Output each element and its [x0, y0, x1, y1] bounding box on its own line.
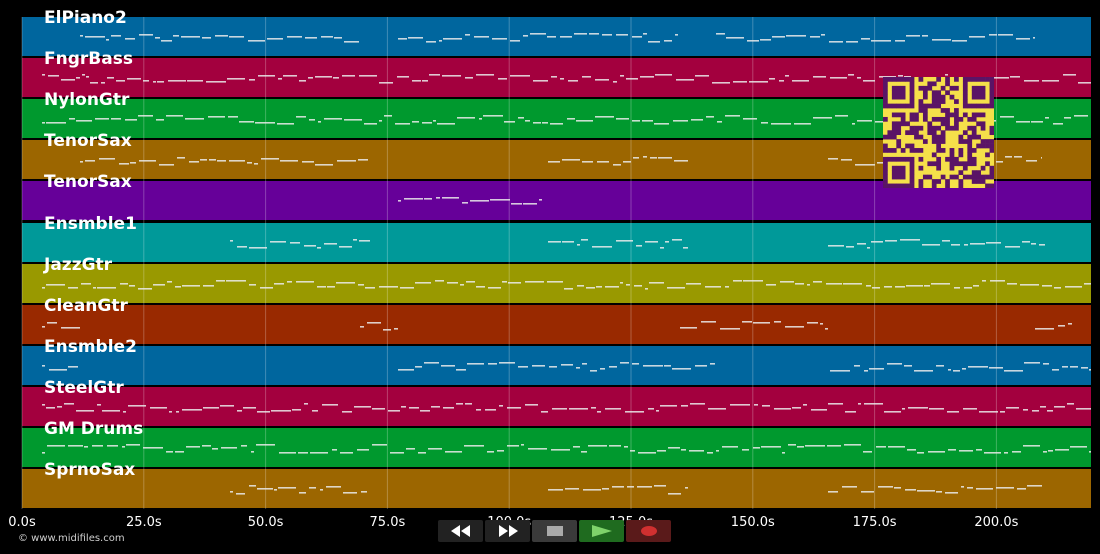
track-name: CleanGtr: [44, 296, 128, 316]
qr-code: [883, 77, 994, 188]
track-notes: [42, 444, 1091, 454]
track-notes: [398, 197, 542, 205]
record-button[interactable]: [626, 520, 671, 542]
track-notes: [42, 362, 1091, 372]
time-tick-label: 50.0s: [247, 515, 284, 530]
play-button[interactable]: [579, 520, 624, 542]
track-name: ElPiano2: [44, 8, 127, 28]
track-name: JazzGtr: [44, 255, 113, 275]
time-tick-label: 175.0s: [852, 515, 897, 530]
track-name: Ensmble2: [44, 337, 137, 357]
rewind-icon: [450, 525, 470, 537]
stop-button[interactable]: [532, 520, 577, 542]
qr-code-icon: [883, 77, 994, 188]
track-name: TenorSax: [44, 131, 132, 151]
track-name: SteelGtr: [44, 378, 124, 398]
track-lane: [22, 346, 1091, 385]
time-tick-label: 75.0s: [369, 515, 406, 530]
track-lane: [22, 387, 1091, 426]
track-notes: [42, 280, 1091, 290]
track-notes: [230, 485, 1042, 495]
track-lane: [22, 469, 1091, 508]
track-name: TenorSax: [44, 172, 132, 192]
stop-icon: [546, 526, 563, 536]
copyright-text: © www.midifiles.com: [18, 533, 125, 544]
time-tick-label: 0.0s: [8, 515, 36, 530]
time-tick-label: 25.0s: [125, 515, 162, 530]
track-name: NylonGtr: [44, 90, 130, 110]
record-icon: [640, 526, 657, 536]
track-name: SprnoSax: [44, 460, 136, 480]
fast-forward-button[interactable]: [485, 520, 530, 542]
track-name: Ensmble1: [44, 214, 137, 234]
track-lane: [22, 305, 1091, 344]
track-lane: [22, 264, 1091, 303]
play-icon: [591, 525, 612, 537]
track-notes: [230, 239, 1045, 249]
track-name: FngrBass: [44, 49, 133, 69]
track-name: GM Drums: [44, 419, 144, 439]
time-tick-label: 200.0s: [974, 515, 1019, 530]
fast-forward-icon: [498, 525, 518, 537]
playback-controls: [438, 520, 671, 542]
time-tick-label: 150.0s: [730, 515, 775, 530]
rewind-button[interactable]: [438, 520, 483, 542]
track-notes: [80, 156, 1042, 166]
track-notes: [80, 33, 1035, 43]
track-lane: [22, 428, 1091, 467]
track-notes: [42, 403, 1091, 413]
track-notes: [42, 321, 1072, 331]
